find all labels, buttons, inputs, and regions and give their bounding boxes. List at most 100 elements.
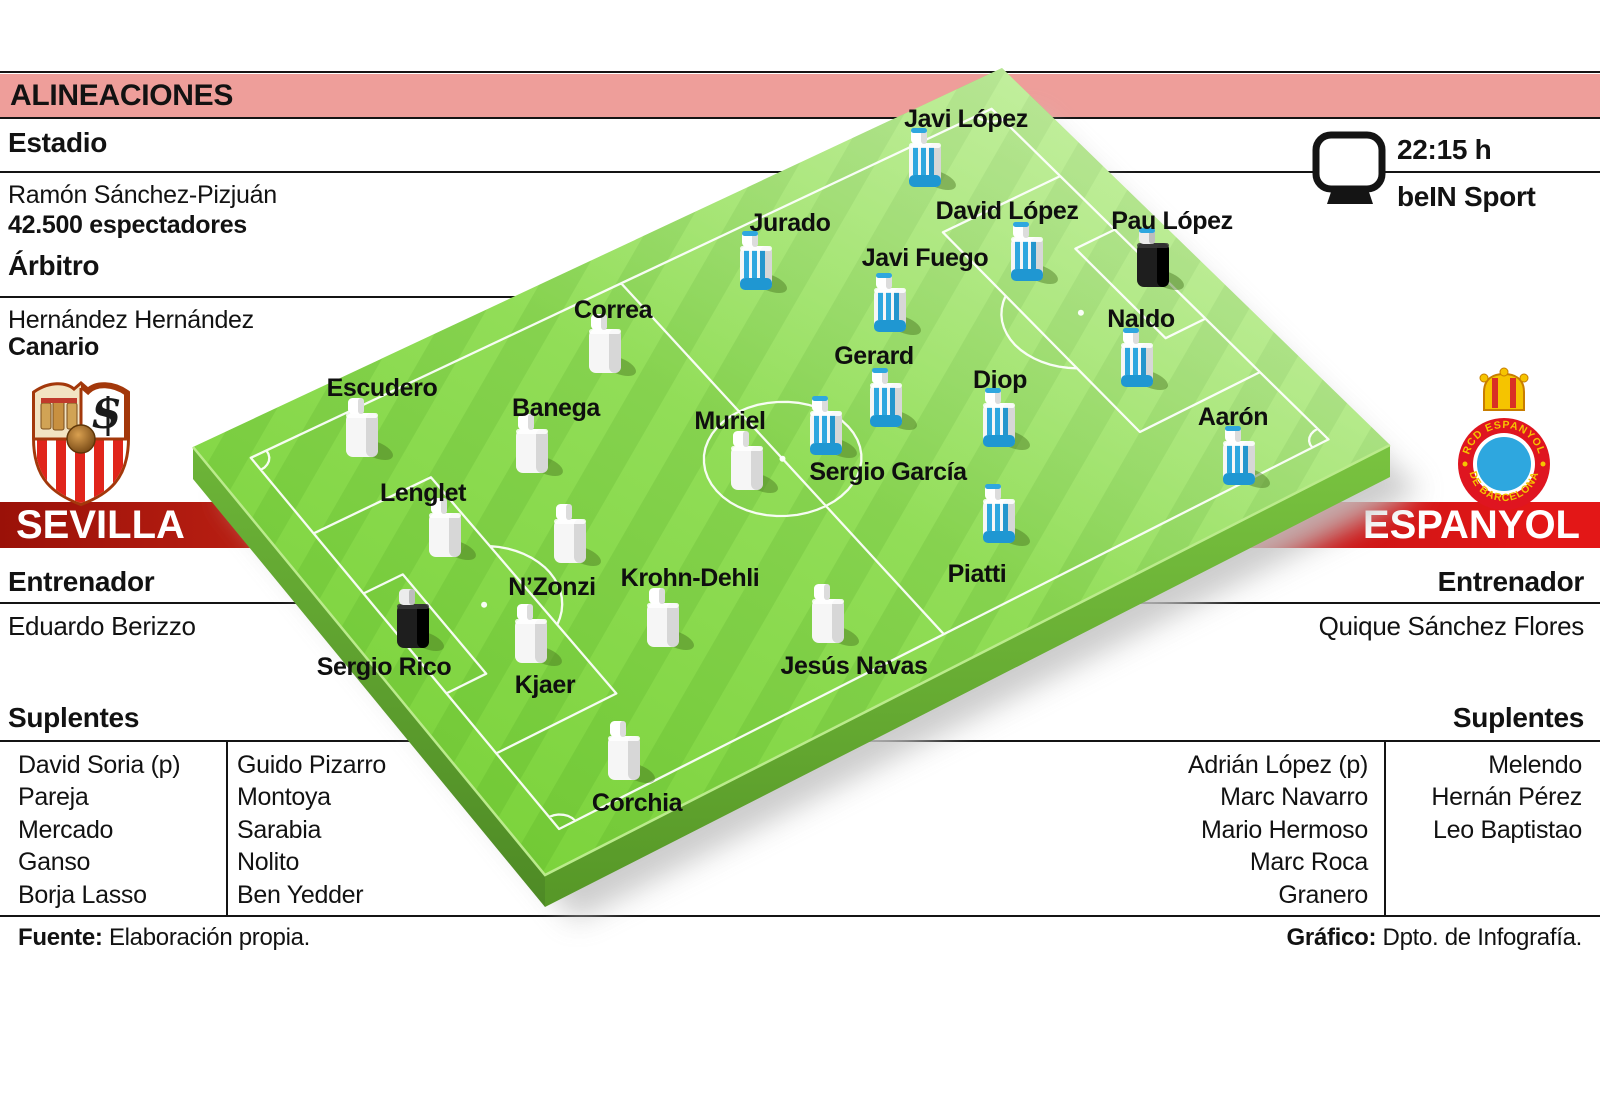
sevilla-subs-list-1: David Soria (p) Pareja Mercado Ganso Borja L… [18, 749, 181, 911]
subs-player: Marc Navarro [1220, 783, 1368, 812]
subs-player: David Soria (p) [18, 751, 181, 779]
sevilla-coach-name: Eduardo Berizzo [8, 611, 196, 641]
sevilla-team-name: SEVILLA [16, 503, 185, 547]
referee-heading: Árbitro [8, 250, 100, 281]
player-figure-espanyol [874, 273, 921, 336]
player-label: Pau López [1111, 207, 1232, 235]
source-credit: Fuente: Elaboración propia. [18, 924, 310, 952]
player-label: Jesús Navas [780, 652, 927, 680]
subs-player: Sarabia [237, 815, 322, 844]
player-figure-espanyol [1223, 426, 1270, 489]
divider [0, 117, 1600, 119]
subs-player: Hernán Pérez [1431, 783, 1582, 812]
player-label: Banega [512, 394, 601, 422]
player-label: Javi Fuego [862, 244, 989, 272]
player-label: Sergio García [809, 458, 968, 486]
credit-label: Gráfico: [1286, 924, 1377, 951]
player-label: Escudero [327, 374, 438, 402]
player-figure-sevilla [608, 721, 655, 784]
pitch-spot [779, 455, 786, 462]
subs-player: Borja Lasso [18, 880, 147, 909]
espanyol-crown [1479, 367, 1529, 411]
player-figure-espanyol [1121, 328, 1168, 391]
subs-player: Adrián López (p) [1187, 751, 1368, 779]
player-figure-espanyol [810, 396, 857, 459]
source-label: Fuente: [18, 924, 103, 951]
player-figure-espanyol [983, 484, 1030, 547]
subs-player: Ganso [18, 848, 91, 877]
subs-player: Guido Pizarro [237, 751, 386, 779]
player-figure-sevilla [647, 588, 694, 651]
player-label: Diop [973, 366, 1027, 394]
subs-player: Nolito [237, 848, 300, 877]
sevilla-crest-icon: S [32, 381, 130, 507]
subs-player: Granero [1278, 880, 1368, 909]
player-figure-sevilla [515, 604, 562, 667]
sevilla-subs-list-2: Guido Pizarro Montoya Sarabia Nolito Ben Yed… [237, 749, 386, 911]
player-figure-sevilla [554, 504, 601, 567]
player-figure-espanyol [1137, 228, 1184, 291]
player-label: Piatti [948, 560, 1007, 588]
player-label: Krohn-Dehli [621, 564, 760, 592]
espanyol-crest-icon: RCD ESPANYOL DE BARCELONA [1458, 367, 1550, 512]
player-figure-sevilla [589, 314, 636, 377]
espanyol-subs-list-1: Adrián López (p) Marc Navarro Mario Hermos… [1188, 749, 1368, 911]
player-label: Muriel [694, 407, 765, 435]
stadium-heading: Estadio [8, 127, 108, 158]
player-label: Sergio Rico [317, 653, 452, 681]
player-label: N’Zonzi [508, 573, 595, 601]
player-label: Kjaer [515, 671, 576, 699]
player-figure-sevilla [731, 431, 778, 494]
player-figure-sevilla [812, 584, 859, 647]
espanyol-coach-heading: Entrenador [1437, 566, 1585, 597]
player-label: Correa [574, 296, 654, 324]
espanyol-subs-list-2: Melendo Hernán Pérez Leo Baptistao [1431, 749, 1582, 846]
player-figure-sevilla [516, 414, 563, 477]
subs-player: Marc Roca [1249, 848, 1368, 877]
source-text: Elaboración propia. [108, 924, 311, 951]
player-label: Naldo [1107, 305, 1175, 333]
player-label: Javi López [904, 105, 1028, 133]
pitch-side-left [193, 447, 545, 907]
divider [0, 296, 620, 298]
espanyol-coach-name: Quique Sánchez Flores [1318, 611, 1585, 641]
player-label: Corchia [592, 789, 684, 817]
player-label: Lenglet [380, 479, 467, 507]
graphic-credit: Gráfico: Dpto. de Infografía. [1286, 924, 1583, 952]
divider [0, 71, 1600, 73]
subs-player: Pareja [18, 783, 89, 812]
pitch-spot [481, 601, 488, 608]
tv-channel: beIN Sport [1397, 181, 1536, 212]
pitch-side-right [545, 445, 1390, 907]
player-label: Gerard [834, 342, 914, 370]
kickoff-time: 22:15 h [1397, 134, 1492, 165]
espanyol-team-name: ESPANYOL [1362, 503, 1580, 547]
page-title: ALINEACIONES [10, 79, 234, 112]
player-figure-sevilla [397, 589, 444, 652]
pitch-spot [1077, 309, 1084, 316]
divider [1384, 740, 1386, 917]
player-figure-espanyol [983, 388, 1030, 451]
player-label: David López [936, 197, 1079, 225]
referee-name: Hernández Hernández [8, 306, 254, 334]
player-label: Aarón [1198, 403, 1268, 431]
sevilla-coach-heading: Entrenador [8, 566, 155, 597]
player-label: Jurado [750, 209, 831, 237]
player-figure-espanyol [1011, 222, 1058, 285]
espanyol-subs-heading: Suplentes [1452, 702, 1584, 733]
player-figure-espanyol [870, 368, 917, 431]
player-figure-espanyol [909, 128, 956, 191]
subs-player: Mercado [18, 815, 114, 844]
player-figure-sevilla [346, 398, 393, 461]
subs-player: Leo Baptistao [1433, 815, 1582, 844]
subs-player: Montoya [237, 783, 331, 812]
title-band [0, 74, 1600, 118]
credit-text: Dpto. de Infografía. [1382, 924, 1583, 951]
tv-icon [1312, 131, 1386, 204]
pitch-bevel [192, 443, 1391, 877]
referee-region: Canario [8, 333, 99, 361]
stadium-capacity: 42.500 espectadores [8, 211, 247, 239]
stadium-name: Ramón Sánchez-Pizjuán [8, 181, 277, 209]
subs-player: Mario Hermoso [1201, 815, 1368, 844]
